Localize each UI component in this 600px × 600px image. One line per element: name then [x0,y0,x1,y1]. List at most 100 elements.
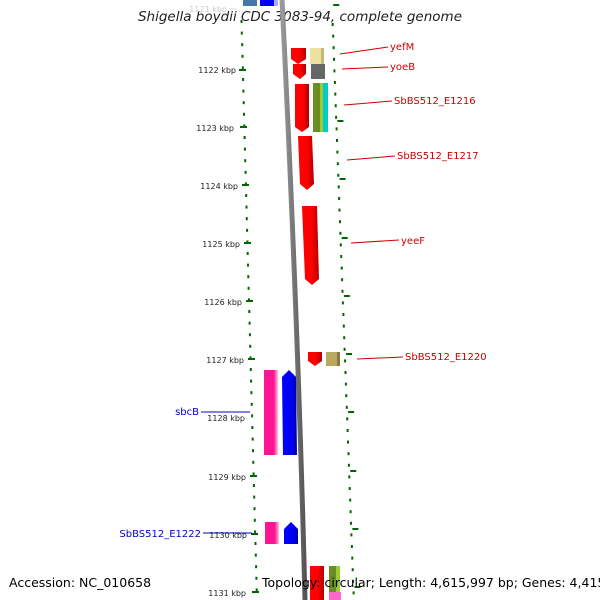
left-track-dot [250,379,253,383]
reverse-genes[interactable] [264,370,298,544]
left-track-dot [248,310,251,313]
gene-label-SbBS512_E1217: SbBS512_E1217 [397,151,479,162]
forward-genes[interactable] [291,48,340,366]
right-track-dot [336,162,339,166]
right-track-dot [337,173,340,177]
right-track-dot [347,463,350,467]
right-track-dot [336,139,338,142]
left-track-dot [250,391,253,395]
left-track-dot [244,182,247,186]
left-track-dot [247,263,249,267]
left-track-dot [241,43,244,47]
right-track-dot [339,231,342,235]
right-track-dot [352,579,355,583]
left-track-dot [243,124,246,128]
gene-E1216-olive [313,83,320,132]
gene-E1217-red [298,136,314,190]
right-track-dot [332,46,335,50]
right-track-dot [342,324,345,328]
left-track-dot [245,217,248,221]
right-track-dot [333,57,335,61]
left-track-dot [251,426,254,429]
right-track-dot [348,475,351,479]
left-track-dot [253,518,256,522]
gene-label-yeeF: yeeF [401,236,425,247]
page-title: Shigella boydii CDC 3083-94, complete ge… [137,9,463,25]
accession-text: Accession: NC_010658 [9,575,152,590]
left-track-dot [244,159,247,163]
gene-E1216-red [295,84,309,132]
right-track-dot [340,255,343,258]
left-track-dot [255,576,258,580]
right-track-dot [351,568,354,572]
left-track-dot [255,565,258,569]
right-track-dot [345,394,348,398]
left-track-dot [249,368,252,371]
right-track-dot [339,220,341,224]
right-track-dot [350,521,352,525]
right-track-dot [341,289,344,293]
left-track-dot [249,356,252,360]
left-track-dot [240,20,243,23]
gene-E1222-blue [284,522,298,544]
topology-text: Topology: circular; Length: 4,615,997 bp… [262,575,600,590]
left-track-dot [245,194,248,197]
ruler-labels: 1121 kbp 1122 kbp 1123 kbp 1124 kbp 1125… [189,5,259,598]
left-track-dot [244,170,247,174]
left-track-dot [253,507,256,511]
left-track-dot [249,344,252,348]
right-track-dot [331,23,334,26]
gene-label-yefM: yefM [390,42,414,53]
gene-E1216-cyan [323,83,328,132]
left-track-dot [254,553,257,557]
left-track-dot [242,101,245,105]
left-track-dot [246,228,249,232]
gene-yoeB-gray [311,64,325,79]
right-track-dot [349,498,352,502]
left-track-dot [242,89,245,93]
right-track-dot [338,197,341,200]
right-track-dot [346,417,349,421]
right-track-dot [343,347,346,351]
ruler-label-1128: 1128 kbp [207,414,245,423]
left-track-dot [242,78,245,81]
gene-yeeF-red [302,206,319,285]
left-track-dot [248,321,251,325]
right-track-dot [349,510,352,514]
left-track-dot [250,402,253,406]
gene-E1222-pink [265,522,279,544]
right-track-dot [344,359,347,363]
ruler-label-1125: 1125 kbp [202,240,240,249]
right-track-dot [333,69,336,73]
right-track-dot [335,127,338,131]
right-track-dot [344,371,347,374]
right-track-dot [333,81,336,84]
left-track-dot [240,31,243,35]
left-track-dot [254,530,257,534]
left-track-dot [248,298,250,302]
gene-label-yoeB: yoeB [390,62,415,73]
right-track-dot [339,243,342,247]
ruler-label-1126: 1126 kbp [204,298,242,307]
ruler-label-1127: 1127 kbp [206,356,244,365]
right-track-dot [337,185,340,189]
right-track-dot [350,545,353,548]
ruler-label-1122: 1122 kbp [198,66,236,75]
right-track-dot [344,382,347,386]
gene-label-SbBS512_E1216: SbBS512_E1216 [394,96,476,107]
gene-label-sbcB: sbcB [175,407,199,418]
right-track-dot [338,208,341,212]
gene-sbcB-blue [282,370,297,455]
left-track-dot [247,286,250,290]
right-track-dot [352,591,355,595]
left-track-dot [243,112,245,116]
right-track-dot [335,115,338,119]
left-track-dot [245,205,248,209]
gene-labels: yefM yoeB SbBS512_E1216 SbBS512_E1217 ye… [119,42,486,540]
gene-yefM-khaki [310,48,324,64]
left-track-dot [241,66,244,70]
gene-label-SbBS512_E1222: SbBS512_E1222 [119,529,201,540]
left-track-dot [255,588,258,592]
left-track-dot [246,240,249,244]
